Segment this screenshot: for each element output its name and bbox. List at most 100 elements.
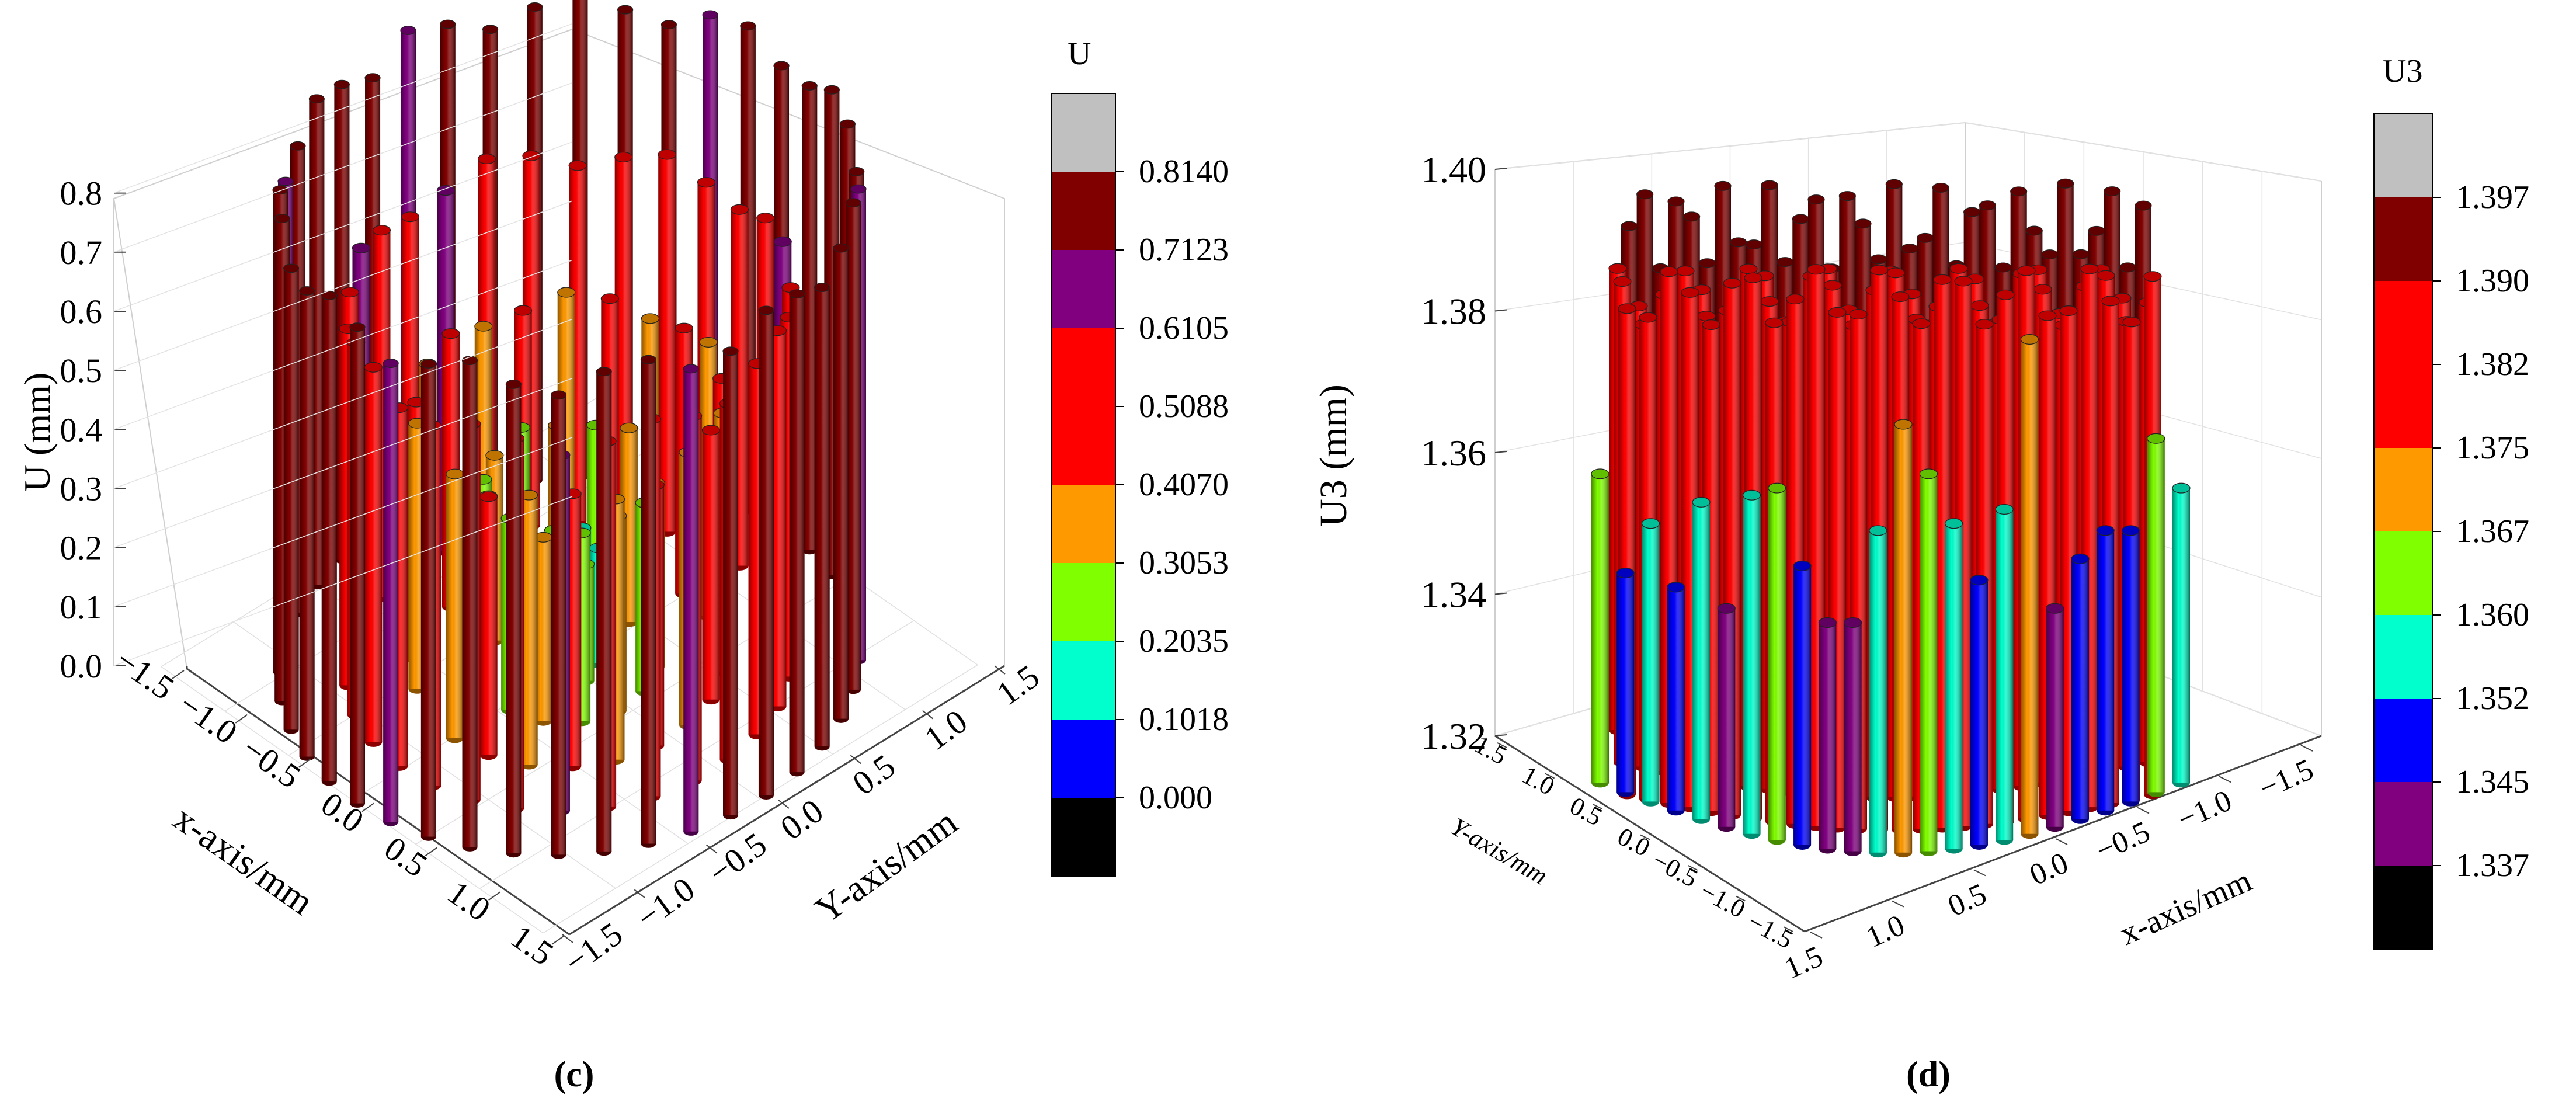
wall-grid-line xyxy=(113,141,573,312)
colorbar-label: 0.4070 xyxy=(1139,467,1229,503)
bar-column xyxy=(722,346,739,820)
colorbar-label: 0.8140 xyxy=(1139,154,1229,190)
bar-column xyxy=(1692,496,1711,824)
y-tick-mark xyxy=(922,710,934,720)
wall-grid-line xyxy=(113,318,573,489)
y-axis-label: Y-axis/mm xyxy=(1446,812,1553,891)
x-tick-mark xyxy=(2219,776,2231,783)
colorbar-swatch xyxy=(1051,250,1115,328)
bar-column xyxy=(640,355,657,848)
y-tick-mark xyxy=(778,800,790,809)
y-tick-label: −0.5 xyxy=(701,825,773,892)
colorbar-swatch xyxy=(2374,866,2432,949)
x-tick-label: −0.5 xyxy=(2091,815,2155,868)
x-axis-label: x-axis/mm xyxy=(2115,863,2257,953)
y-tick-mark xyxy=(1497,742,1507,748)
bar-column xyxy=(1768,482,1786,845)
wall-grid-line xyxy=(113,377,573,548)
colorbar-label: 0.1018 xyxy=(1139,701,1229,738)
y-tick-label: 1.0 xyxy=(1517,760,1559,801)
panel-label: (d) xyxy=(1906,1055,1951,1094)
colorbar-swatch xyxy=(1051,172,1115,250)
x-tick-mark xyxy=(1892,900,1904,908)
z-tick-label: 0.6 xyxy=(60,293,103,331)
colorbar-title: U xyxy=(1068,36,1091,72)
y-tick-label: −1.0 xyxy=(1695,877,1750,924)
y-tick-mark xyxy=(1735,895,1746,902)
colorbar-label: 0.2035 xyxy=(1139,623,1229,659)
bar-column xyxy=(2121,525,2140,807)
bar-column xyxy=(383,359,399,826)
x-tick-label: −1.0 xyxy=(172,685,244,752)
bar-column xyxy=(479,491,498,760)
wall-grid-line xyxy=(113,259,573,430)
bar-column xyxy=(2020,333,2039,839)
colorbar-label: 0.7123 xyxy=(1139,232,1229,268)
z-tick-label: 1.40 xyxy=(1421,149,1486,190)
z-tick-label: 1.36 xyxy=(1421,432,1486,474)
bar-column xyxy=(758,305,774,800)
bar-group xyxy=(1591,178,2191,858)
colorbar-swatch xyxy=(1051,720,1115,798)
y-tick-mark xyxy=(706,844,718,854)
bar-column xyxy=(2147,433,2165,797)
bar-column xyxy=(683,364,699,836)
x-axis-label: x-axis/mm xyxy=(166,797,321,923)
y-tick-label: 0.0 xyxy=(1613,822,1655,862)
bar-column xyxy=(2096,525,2115,816)
y-tick-mark xyxy=(850,755,861,765)
y-axis-label: Y-axis/mm xyxy=(808,801,965,931)
chart-panel-c: 0.00.10.20.30.40.50.60.70.8 −1.5−1.0−0.5… xyxy=(16,0,1229,1094)
bar-column xyxy=(2071,553,2090,824)
bar-column xyxy=(1591,468,1609,788)
colorbar-title: U3 xyxy=(2383,53,2422,89)
x-tick-label: 1.5 xyxy=(504,918,561,973)
y-tick-label: 0.0 xyxy=(773,791,830,847)
x-tick-mark xyxy=(488,891,501,901)
z-tick-mark xyxy=(1494,168,1507,170)
colorbar-label: 0.6105 xyxy=(1139,310,1229,346)
colorbar-swatch xyxy=(2374,114,2432,197)
y-tick-label: 0.5 xyxy=(846,747,902,802)
colorbar-swatch xyxy=(2374,615,2432,699)
x-tick-mark xyxy=(2055,838,2068,845)
bar-column xyxy=(788,289,805,777)
wall-grid-line xyxy=(113,82,573,253)
bar-column xyxy=(299,286,315,761)
colorbar-swatch xyxy=(2374,782,2432,866)
y-tick-mark xyxy=(1592,804,1602,809)
colorbar-label: 1.360 xyxy=(2456,597,2529,633)
bar-column xyxy=(1995,503,2014,845)
bar-column xyxy=(520,489,538,770)
z-tick-label: 0.3 xyxy=(60,470,103,508)
z-tick-label: 0.5 xyxy=(60,352,103,390)
x-tick-label: −1.0 xyxy=(2173,784,2237,836)
z-tick-label: 0.8 xyxy=(60,175,103,213)
y-tick-label: 1.0 xyxy=(917,702,974,757)
y-tick-mark xyxy=(1640,834,1650,840)
colorbar-label: 1.345 xyxy=(2456,764,2529,800)
colorbar-swatch xyxy=(1051,641,1115,720)
bar-column xyxy=(814,283,830,751)
bar-column xyxy=(658,149,676,537)
y-tick-mark xyxy=(1545,773,1555,779)
colorbar-label: 1.375 xyxy=(2456,430,2529,466)
colorbar-swatch xyxy=(2374,531,2432,615)
y-tick-mark xyxy=(994,665,1006,675)
panel-label: (c) xyxy=(554,1055,595,1094)
colorbar-swatch xyxy=(1051,93,1115,172)
wall-grid-line xyxy=(113,200,573,371)
x-tick-mark xyxy=(361,802,374,812)
x-tick-label: −0.5 xyxy=(235,729,307,796)
z-tick-label: 0.2 xyxy=(60,529,103,567)
y-tick-label: 0.5 xyxy=(1565,791,1607,832)
x-tick-label: 1.0 xyxy=(441,873,498,929)
colorbar-swatch xyxy=(1051,406,1115,485)
x-tick-label: −1.5 xyxy=(109,641,180,707)
y-tick-mark xyxy=(634,889,645,899)
z-tick-label: 0.7 xyxy=(60,234,103,272)
bar-column xyxy=(1844,617,1862,856)
x-tick-mark xyxy=(2300,745,2313,752)
x-tick-label: 0.5 xyxy=(1943,877,1991,923)
